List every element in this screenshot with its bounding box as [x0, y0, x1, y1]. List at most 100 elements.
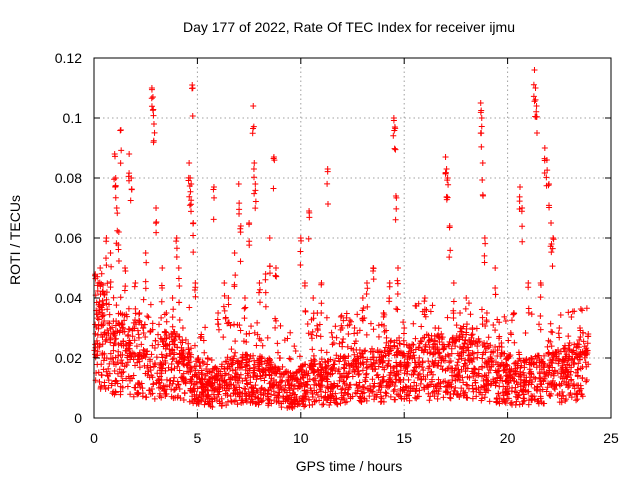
data-point — [574, 373, 581, 380]
data-point — [218, 363, 225, 370]
data-point — [147, 301, 154, 308]
data-point — [163, 318, 170, 325]
data-point — [272, 392, 279, 399]
data-point — [455, 334, 462, 341]
y-tick-label: 0 — [74, 410, 82, 426]
data-point — [539, 358, 546, 365]
data-point — [400, 330, 407, 337]
data-point — [311, 387, 318, 394]
data-point — [104, 373, 111, 380]
data-point — [415, 300, 422, 307]
data-point — [259, 342, 266, 349]
data-point — [265, 402, 272, 409]
data-point — [546, 380, 553, 387]
data-point — [256, 286, 263, 293]
x-tick-label: 5 — [194, 430, 202, 446]
x-tick-label: 15 — [396, 430, 412, 446]
data-point — [549, 380, 556, 387]
data-point — [257, 372, 264, 379]
data-point — [318, 281, 325, 288]
data-point — [536, 321, 543, 328]
data-point — [166, 350, 173, 357]
data-point — [132, 317, 139, 324]
data-point — [197, 335, 204, 342]
y-tick-labels: 0 0.02 0.04 0.06 0.08 0.1 0.12 — [55, 50, 82, 426]
data-point — [383, 339, 390, 346]
data-point — [583, 376, 590, 383]
data-point — [185, 344, 192, 351]
data-point — [359, 295, 366, 301]
data-point — [411, 359, 418, 366]
data-point — [107, 325, 114, 332]
data-point — [577, 334, 584, 341]
data-point — [235, 379, 242, 386]
data-point — [225, 319, 232, 326]
data-point — [228, 397, 235, 404]
data-point — [153, 229, 160, 236]
data-point — [158, 361, 165, 368]
x-tick-labels: 0 5 10 15 20 25 — [90, 430, 619, 446]
data-point — [291, 383, 298, 390]
data-point — [442, 169, 449, 176]
data-point — [514, 381, 521, 388]
data-point — [218, 395, 225, 402]
data-point — [248, 323, 255, 330]
data-point — [573, 397, 580, 404]
data-point — [492, 291, 499, 298]
data-point — [180, 397, 187, 404]
data-point — [375, 322, 382, 329]
data-point — [415, 372, 422, 379]
data-point — [148, 86, 155, 93]
data-point — [195, 398, 202, 405]
data-point — [93, 337, 100, 344]
data-point — [228, 399, 235, 406]
data-point — [320, 401, 327, 408]
chart-title: Day 177 of 2022, Rate Of TEC Index for r… — [183, 19, 515, 35]
data-point — [270, 388, 277, 395]
data-point — [210, 184, 217, 190]
data-point — [237, 225, 244, 232]
data-point — [229, 361, 236, 368]
data-point — [120, 338, 127, 345]
data-point — [475, 366, 482, 373]
data-point — [483, 374, 490, 381]
data-point — [246, 330, 253, 337]
data-point — [153, 354, 160, 361]
data-point — [445, 341, 452, 348]
data-point — [339, 339, 346, 346]
data-point — [168, 360, 175, 367]
data-point — [449, 377, 456, 383]
data-point — [245, 388, 252, 395]
data-point — [323, 349, 330, 356]
data-point — [296, 353, 303, 360]
data-point — [139, 325, 146, 332]
data-point — [144, 364, 151, 371]
data-point — [481, 259, 488, 266]
data-point — [576, 337, 583, 344]
data-point — [130, 393, 137, 400]
data-point — [169, 346, 176, 353]
data-point — [340, 378, 347, 385]
data-point — [371, 380, 378, 387]
data-point — [113, 335, 120, 342]
data-point — [434, 344, 441, 351]
data-point — [392, 146, 399, 153]
data-point — [155, 331, 162, 338]
data-point — [149, 320, 156, 327]
data-point — [477, 109, 484, 116]
data-point — [232, 272, 239, 279]
data-point — [545, 182, 552, 189]
data-point — [311, 361, 318, 368]
data-point — [193, 363, 200, 370]
data-point — [526, 377, 533, 384]
data-point — [261, 377, 268, 384]
data-point — [470, 350, 477, 357]
data-point — [481, 252, 488, 259]
data-point — [442, 154, 449, 160]
data-point — [373, 372, 380, 379]
data-point — [190, 249, 197, 256]
data-point — [513, 389, 520, 396]
data-point — [338, 386, 345, 393]
data-point — [390, 117, 397, 124]
data-point — [405, 376, 412, 383]
